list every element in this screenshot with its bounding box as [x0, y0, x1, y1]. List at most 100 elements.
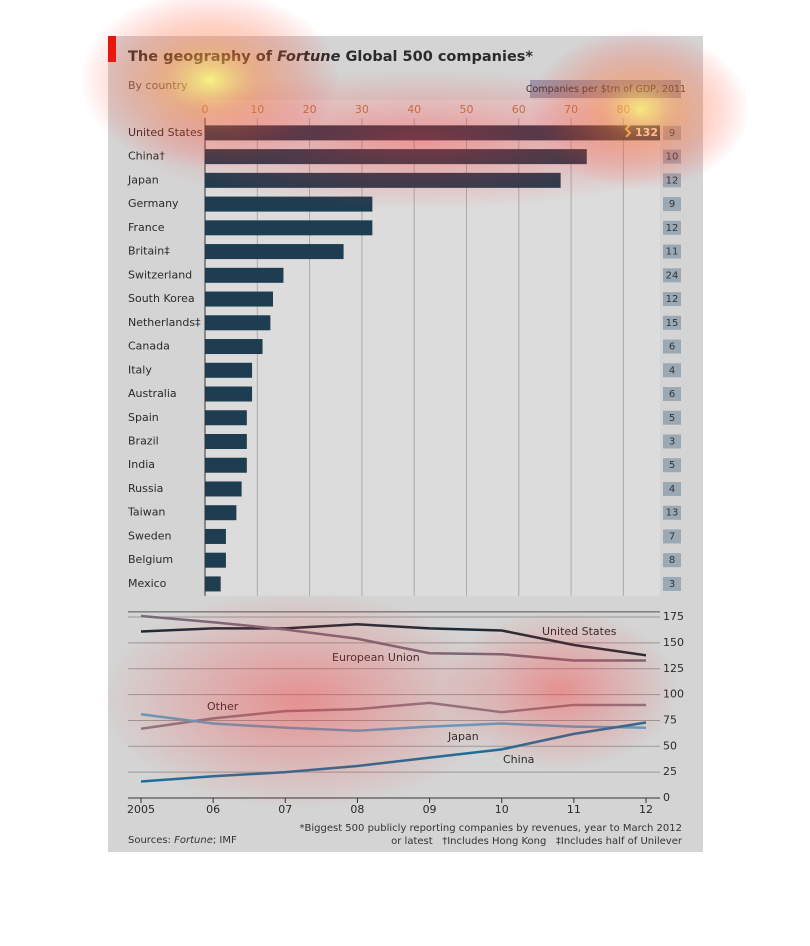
side-box	[663, 292, 681, 307]
bar	[205, 315, 271, 331]
value-label: 132	[635, 126, 658, 139]
y-tick-label: 0	[663, 791, 670, 804]
y-tick-label: 25	[663, 765, 677, 778]
x-tick-label: 80	[616, 103, 630, 116]
x-tick-label: 2005	[127, 803, 155, 816]
y-tick-label: Brazil	[128, 434, 159, 447]
y-tick-label: Spain	[128, 411, 159, 424]
subtitle: By country	[128, 79, 188, 92]
y-tick-label: 125	[663, 662, 684, 675]
y-tick-label: 75	[663, 713, 677, 726]
side-box	[663, 481, 681, 496]
side-box	[663, 268, 681, 283]
bar	[205, 410, 247, 426]
sources-name: Fortune	[174, 835, 213, 846]
y-tick-label: Japan	[127, 173, 159, 186]
side-box	[663, 410, 681, 425]
x-tick-label: 50	[459, 103, 473, 116]
bar	[205, 220, 373, 236]
title-part: The geography of	[128, 49, 273, 65]
x-tick-label: 10	[250, 103, 264, 116]
side-value: 8	[669, 555, 675, 566]
y-tick-label: Australia	[128, 387, 177, 400]
x-tick-label: 60	[512, 103, 526, 116]
x-tick-label: 70	[564, 103, 578, 116]
side-value: 7	[669, 531, 675, 542]
side-box	[663, 434, 681, 449]
bar	[205, 528, 226, 544]
side-box	[663, 387, 681, 402]
x-tick-label: 10	[495, 803, 509, 816]
footnote: *Biggest 500 publicly reporting companie…	[300, 823, 682, 834]
bar	[205, 149, 587, 165]
y-tick-label: Italy	[128, 363, 152, 376]
y-tick-label: 100	[663, 688, 684, 701]
x-tick-label: 07	[278, 803, 292, 816]
bar	[205, 291, 273, 307]
x-tick-label: 40	[407, 103, 421, 116]
x-tick-label: 09	[423, 803, 437, 816]
y-tick-label: India	[128, 458, 155, 471]
side-value: 9	[669, 199, 675, 210]
side-value: 5	[669, 413, 675, 424]
side-value: 3	[669, 579, 675, 590]
side-value: 4	[669, 365, 675, 376]
x-tick-label: 20	[303, 103, 317, 116]
bar	[205, 481, 242, 497]
side-value: 6	[669, 342, 675, 353]
column-header: Companies per $trn of GDP, 2011	[526, 84, 686, 95]
bar	[205, 386, 253, 402]
bar	[205, 457, 247, 473]
y-tick-label: Britain‡	[128, 245, 170, 258]
bar	[205, 339, 263, 355]
footnote: or latest †Includes Hong Kong ‡Includes …	[391, 836, 683, 847]
y-tick-label: France	[128, 221, 165, 234]
sources: Sources: Fortune; IMF	[128, 835, 237, 846]
side-box	[663, 505, 681, 520]
side-value: 12	[666, 175, 679, 186]
x-tick-label: 0	[202, 103, 209, 116]
chart-title: The geography of Fortune Global 500 comp…	[128, 49, 533, 65]
title-part: Global 500 companies*	[346, 49, 534, 65]
y-tick-label: 50	[663, 739, 677, 752]
side-value: 9	[669, 128, 675, 139]
bar	[205, 505, 237, 521]
y-tick-label: Germany	[128, 197, 179, 210]
bar	[205, 362, 253, 378]
side-box	[663, 553, 681, 568]
side-value: 24	[666, 270, 679, 281]
title-part: Fortune	[277, 49, 340, 65]
side-value: 12	[666, 223, 679, 234]
series-label: United States	[542, 625, 617, 638]
bar-chart: 0 10 20 30 40 50 60 70 80 United States 132 9 China†…	[127, 100, 681, 596]
x-tick-label: 08	[350, 803, 364, 816]
bar	[205, 244, 344, 260]
side-value: 13	[666, 508, 679, 519]
y-tick-label: Switzerland	[128, 268, 192, 281]
side-value: 10	[666, 152, 679, 163]
sources-rest: ; IMF	[213, 835, 237, 846]
y-tick-label: Netherlands‡	[128, 316, 201, 329]
x-tick-label: 06	[206, 803, 220, 816]
y-tick-label: Russia	[128, 482, 163, 495]
bar	[205, 196, 373, 212]
y-tick-label: South Korea	[128, 292, 195, 305]
side-box	[663, 244, 681, 259]
side-box	[663, 315, 681, 330]
side-value: 3	[669, 436, 675, 447]
y-tick-label: United States	[128, 126, 203, 139]
x-tick-label: 12	[639, 803, 653, 816]
series-label: Other	[207, 700, 239, 713]
y-tick-label: 175	[663, 610, 684, 623]
y-tick-label: China†	[128, 150, 165, 163]
y-tick-label: Mexico	[128, 577, 167, 590]
bar	[205, 267, 284, 283]
y-tick-label: Taiwan	[127, 506, 165, 519]
side-value: 12	[666, 294, 679, 305]
side-box	[663, 339, 681, 354]
sources-label: Sources:	[128, 835, 171, 846]
side-box	[663, 363, 681, 378]
x-tick-label: 11	[567, 803, 581, 816]
side-value: 5	[669, 460, 675, 471]
